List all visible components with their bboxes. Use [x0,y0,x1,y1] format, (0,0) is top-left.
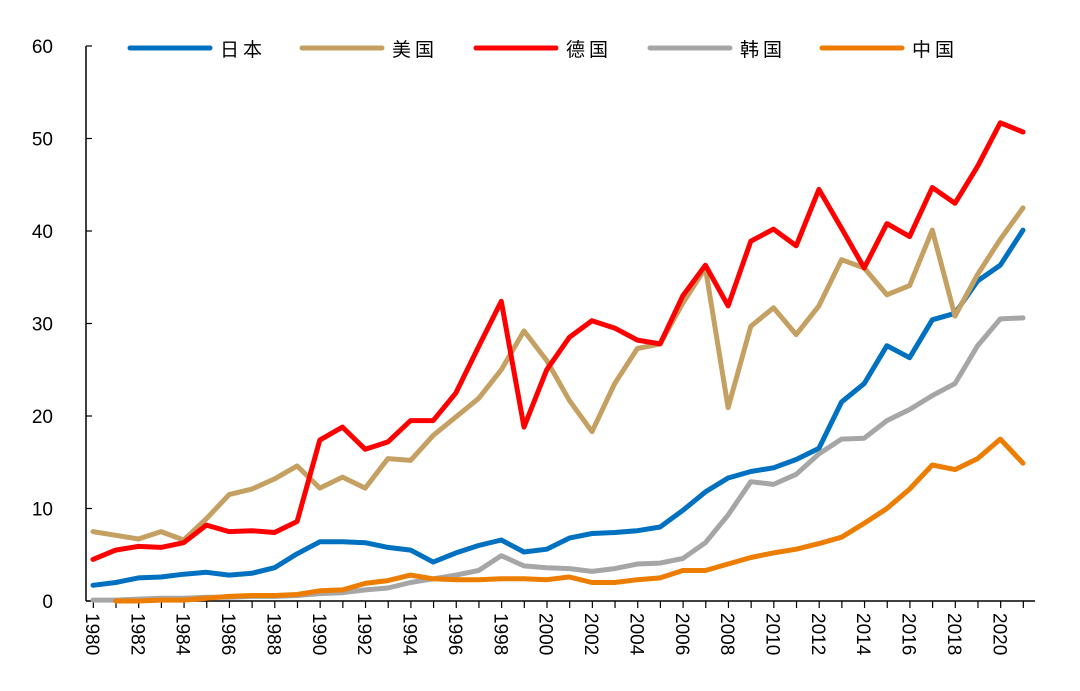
x-tick-label: 2000 [535,613,556,655]
legend-label: 德国 [566,39,612,61]
x-tick-label: 2018 [943,613,964,655]
x-tick-label: 1984 [172,613,193,656]
series-line-3 [90,315,1026,603]
series-lines [90,120,1026,604]
x-tick-label: 2008 [716,613,737,655]
series-line-1 [90,205,1026,543]
series-line-0 [90,227,1026,588]
series-line-4 [113,436,1026,604]
y-tick-label: 30 [32,315,53,336]
y-tick-label: 40 [32,222,53,243]
x-tick-label: 1998 [489,613,510,655]
x-tick-label: 2016 [898,613,919,655]
y-tick-label: 0 [42,592,53,613]
x-tick-label: 2012 [807,613,828,655]
legend-label: 中国 [912,39,958,61]
y-tick-label: 50 [32,130,53,151]
x-tick-label: 1982 [126,613,147,655]
axes: 0 10 20 30 40 50 60 1980 1982 1984 1986 1988 1990 199… [32,37,1035,656]
legend-label: 韩国 [740,39,786,61]
x-tick-label: 2014 [852,613,873,656]
x-tick-label: 2020 [988,613,1009,655]
legend: 日本 美国 德国 韩国 中国 [127,39,958,61]
legend-label: 美国 [392,39,438,61]
x-tick-label: 2006 [671,613,692,655]
x-tick-label: 1988 [262,613,283,655]
x-tick-label: 1996 [444,613,465,655]
series-line-2 [90,120,1026,562]
legend-label: 日本 [220,39,266,61]
x-tick-label: 2002 [580,613,601,655]
x-tick-label: 1990 [308,613,329,655]
x-tick-label: 2004 [625,613,646,656]
x-tick-label: 1992 [353,613,374,655]
x-tick-label: 2010 [761,613,782,655]
x-tick-label: 1994 [399,613,420,656]
y-tick-label: 20 [32,407,53,428]
x-tick-label: 1980 [81,613,102,655]
y-tick-label: 60 [32,37,53,58]
x-tick-label: 1986 [217,613,238,655]
y-tick-label: 10 [32,500,53,521]
